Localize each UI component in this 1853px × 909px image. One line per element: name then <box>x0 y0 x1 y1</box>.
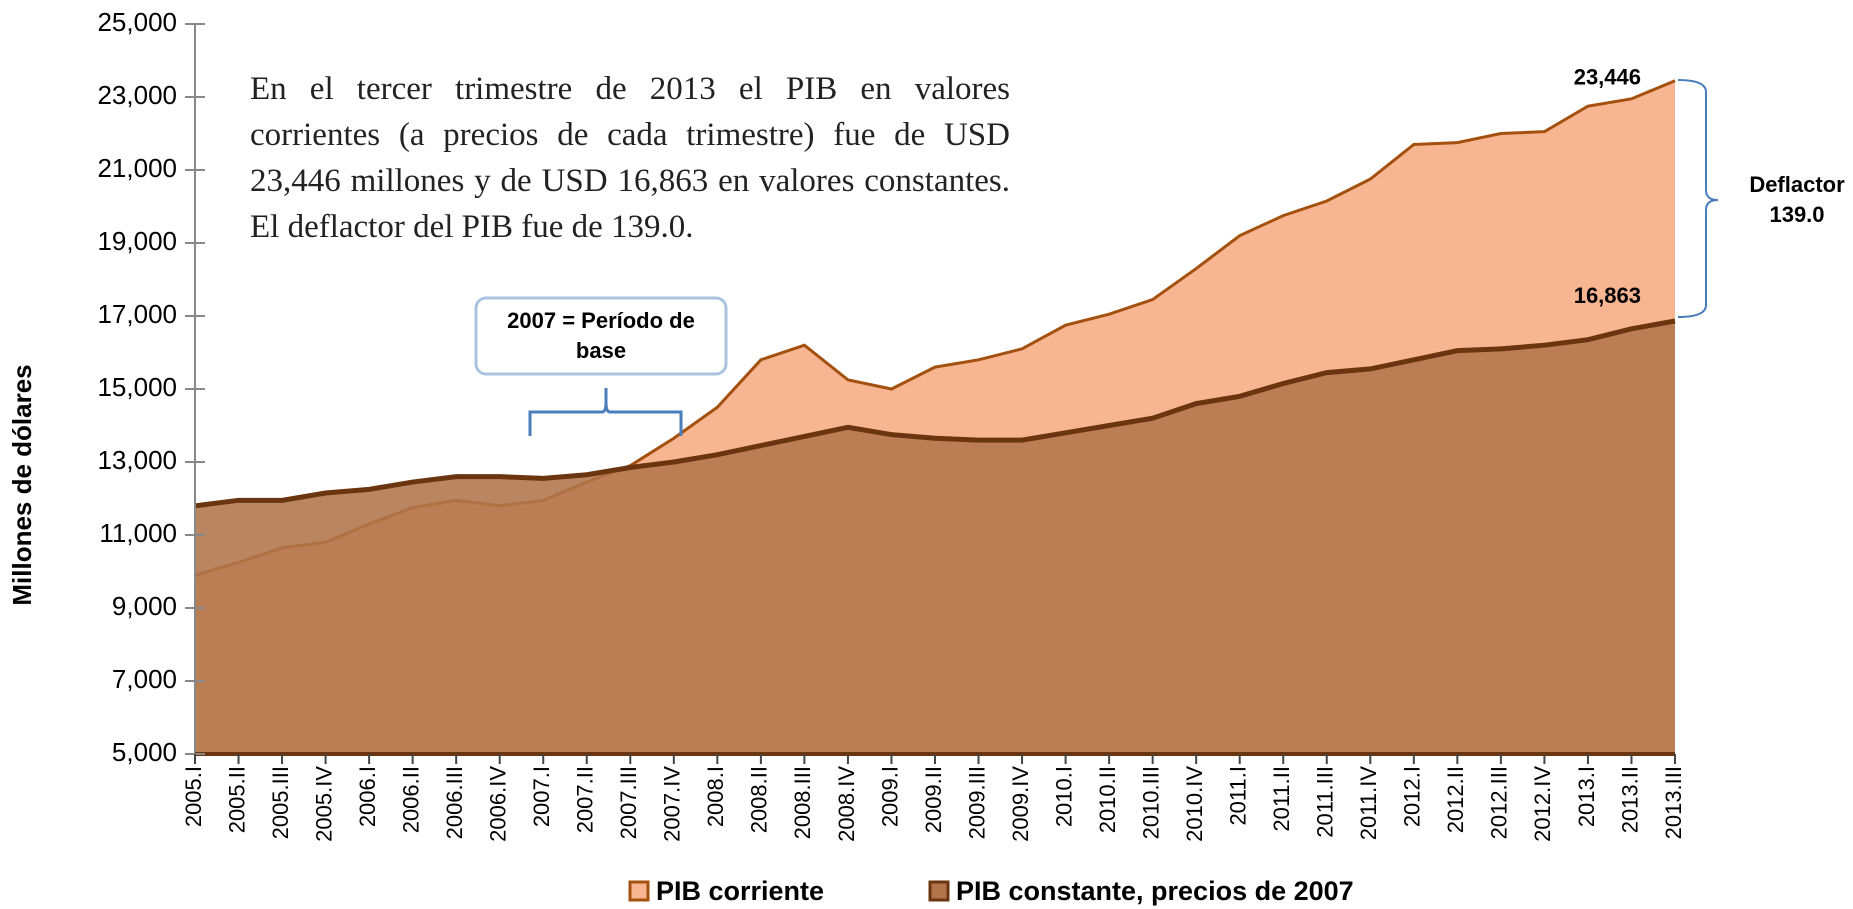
x-tick-label: 2006.IV <box>486 766 511 842</box>
x-tick-label: 2005.I <box>181 766 206 827</box>
x-tick-label: 2005.II <box>224 766 249 833</box>
x-tick-label: 2013.II <box>1617 766 1642 833</box>
value-label: 23,446 <box>1574 65 1641 90</box>
value-label: 16,863 <box>1574 283 1641 308</box>
x-tick-label: 2009.II <box>921 766 946 833</box>
y-tick-label: 23,000 <box>97 80 177 110</box>
x-tick-label: 2007.III <box>616 766 641 839</box>
legend-label: PIB corriente <box>656 876 824 906</box>
x-tick-label: 2006.I <box>355 766 380 827</box>
legend-swatch <box>630 882 648 900</box>
x-tick-label: 2010.III <box>1138 766 1163 839</box>
x-tick-label: 2013.III <box>1661 766 1686 839</box>
x-tick-label: 2011.II <box>1269 766 1294 832</box>
brace <box>1678 80 1718 317</box>
description: En el tercer trimestre de 2013 el PIB en… <box>250 66 1010 250</box>
brace <box>530 388 681 436</box>
x-tick-label: 2007.II <box>573 766 598 833</box>
x-tick-label: 2012.II <box>1443 766 1468 833</box>
x-tick-label: 2012.I <box>1400 766 1425 827</box>
y-tick-label: 9,000 <box>112 591 177 621</box>
x-tick-label: 2012.IV <box>1530 766 1555 842</box>
x-tick-label: 2008.II <box>747 766 772 833</box>
x-tick-label: 2007.IV <box>660 766 685 842</box>
x-tick-label: 2009.IV <box>1008 766 1033 842</box>
x-tick-label: 2010.II <box>1095 766 1120 833</box>
x-tick-label: 2006.II <box>398 766 423 833</box>
x-tick-label: 2007.I <box>529 766 554 827</box>
x-tick-label: 2009.I <box>877 766 902 827</box>
y-tick-label: 17,000 <box>97 299 177 329</box>
y-tick-label: 21,000 <box>97 153 177 183</box>
y-tick-label: 15,000 <box>97 372 177 402</box>
x-tick-label: 2008.IV <box>834 766 859 842</box>
x-tick-label: 2005.III <box>268 766 293 839</box>
y-tick-label: 25,000 <box>97 7 177 37</box>
x-tick-label: 2005.IV <box>311 766 336 842</box>
x-tick-label: 2011.III <box>1313 766 1338 838</box>
x-tick-label: 2008.III <box>790 766 815 839</box>
y-tick-label: 13,000 <box>97 445 177 475</box>
y-tick-label: 5,000 <box>112 737 177 767</box>
x-tick-label: 2010.I <box>1051 766 1076 827</box>
y-tick-label: 7,000 <box>112 664 177 694</box>
legend-swatch <box>930 882 948 900</box>
x-tick-label: 2008.I <box>703 766 728 827</box>
y-tick-label: 11,000 <box>99 518 177 548</box>
x-tick-label: 2009.III <box>964 766 989 839</box>
legend-label: PIB constante, precios de 2007 <box>956 876 1354 906</box>
x-tick-label: 2010.IV <box>1182 766 1207 842</box>
x-tick-label: 2011.IV <box>1356 766 1381 841</box>
x-tick-label: 2011.I <box>1226 766 1251 826</box>
x-tick-label: 2013.I <box>1574 766 1599 827</box>
y-tick-label: 19,000 <box>97 226 177 256</box>
y-axis-label: Millones de dólares <box>7 364 37 605</box>
x-tick-label: 2012.III <box>1487 766 1512 839</box>
x-tick-label: 2006.III <box>442 766 467 839</box>
page: Millones de dólares 5,000 7,000 9,000 11,00… <box>0 0 1853 909</box>
